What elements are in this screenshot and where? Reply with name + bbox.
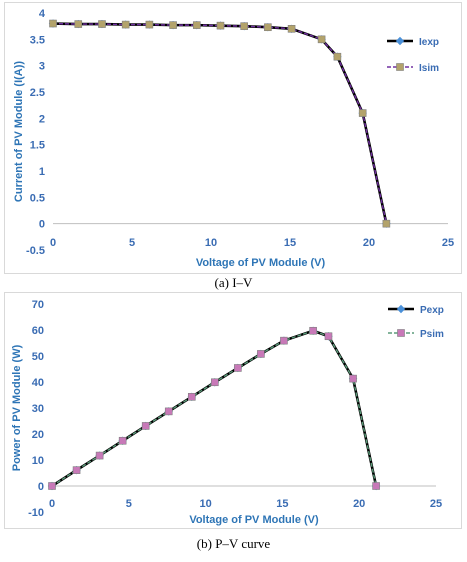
- pv-psim-point: [187, 393, 196, 401]
- pv-chart: -10 0 10 20 30 40 50 60 70 0 5 10 15 20 25 Voltage of P…: [11, 299, 444, 526]
- iv-isim-point: [145, 20, 154, 29]
- pv-psim-point: [349, 374, 357, 383]
- pv-psim-point: [234, 364, 242, 372]
- iv-isim-point: [169, 21, 177, 29]
- iv-isim-point: [192, 21, 201, 29]
- iv-legend-iexp-marker: [395, 36, 405, 46]
- iv-x-tick-label: 10: [205, 237, 217, 249]
- pv-x-tick-label: 15: [276, 498, 288, 510]
- iv-y-tick-label: 3: [39, 61, 45, 73]
- iv-chart-panel: -0.5 0 0.5 1 1.5 2 2.5 3 3.5 4 0 5 10 15 20 25 Voltage o…: [4, 2, 462, 274]
- pv-legend-pexp-marker: [396, 304, 406, 314]
- iv-legend-isim-marker: [396, 63, 404, 71]
- iv-isim-point: [264, 23, 272, 32]
- iv-isim-point: [74, 20, 83, 28]
- pv-y-tick-label: -10: [28, 507, 44, 519]
- iv-x-tick-label: 5: [129, 237, 135, 249]
- pv-psim-point: [95, 451, 104, 460]
- iv-y-tick-label: 0.5: [30, 192, 45, 204]
- pv-series-psim-markers: [48, 326, 380, 490]
- pv-y-tick-label: 10: [32, 455, 44, 467]
- iv-y-tick-label: 1: [39, 166, 45, 178]
- pv-y-tick-label: 50: [32, 351, 44, 363]
- pv-y-tick-label: 20: [32, 429, 44, 441]
- pv-x-tick-label: 25: [430, 498, 442, 510]
- pv-psim-point: [164, 407, 173, 416]
- iv-isim-point: [240, 22, 248, 30]
- pv-y-tick-label: 60: [32, 325, 44, 337]
- pv-psim-point: [324, 332, 333, 341]
- iv-x-tick-label: 0: [50, 237, 56, 249]
- iv-isim-point: [49, 19, 57, 28]
- pv-x-axis-title: Voltage of PV Module (V): [189, 514, 319, 526]
- pv-legend-psim-label: Psim: [420, 329, 444, 340]
- pv-chart-panel: -10 0 10 20 30 40 50 60 70 0 5 10 15 20 25 Voltage of P…: [4, 292, 462, 529]
- iv-chart-caption: (a) I–V: [214, 275, 253, 290]
- pv-series-pexp-markers: [47, 326, 381, 491]
- pv-x-tick-label: 10: [199, 498, 211, 510]
- iv-isim-point: [317, 35, 326, 44]
- iv-x-axis-title: Voltage of PV Module (V): [196, 257, 326, 269]
- iv-y-tick-label: -0.5: [26, 245, 45, 257]
- iv-y-tick-label: 3.5: [30, 34, 45, 46]
- iv-y-tick-label: 2: [39, 113, 45, 125]
- iv-series-iexp-markers: [48, 19, 391, 228]
- iv-legend-isim-label: Isim: [419, 63, 439, 74]
- pv-chart-caption: (b) P–V curve: [196, 536, 271, 551]
- iv-y-axis-title: Current of PV Module (I(A)): [13, 61, 25, 202]
- iv-y-tick-label: 1.5: [30, 140, 45, 152]
- pv-y-axis-title: Power of PV Module (W): [11, 344, 23, 471]
- pv-series-pexp-line: [51, 329, 378, 488]
- pv-psim-point: [372, 482, 380, 490]
- pv-y-tick-label: 0: [38, 481, 44, 493]
- pv-series-psim-line: [51, 330, 377, 487]
- pv-y-tick-label: 30: [32, 403, 44, 415]
- iv-x-tick-label: 20: [363, 237, 375, 249]
- pv-psim-point: [48, 482, 56, 490]
- pv-x-tick-label: 5: [126, 498, 132, 510]
- pv-psim-point: [280, 336, 288, 345]
- iv-y-tick-label: 0: [39, 219, 45, 231]
- pv-x-tick-label: 20: [353, 498, 365, 510]
- iv-x-tick-label: 25: [442, 237, 454, 249]
- pv-psim-point: [118, 436, 127, 445]
- pv-y-tick-label: 40: [32, 377, 44, 389]
- pv-psim-point: [72, 466, 81, 474]
- pv-psim-point: [211, 378, 219, 387]
- iv-y-tick-label: 4: [39, 8, 46, 20]
- pv-legend-pexp-label: Pexp: [420, 305, 444, 316]
- iv-chart: -0.5 0 0.5 1 1.5 2 2.5 3 3.5 4 0 5 10 15 20 25 Voltage o…: [13, 8, 454, 269]
- iv-isim-point: [382, 219, 391, 228]
- iv-isim-point: [121, 20, 130, 29]
- pv-x-tick-label: 0: [49, 498, 55, 510]
- iv-isim-point: [98, 20, 106, 28]
- pv-psim-point: [257, 350, 265, 358]
- iv-isim-point: [216, 21, 225, 30]
- pv-psim-point: [141, 422, 150, 430]
- iv-series-isim-markers: [49, 19, 391, 228]
- iv-legend-iexp-label: Iexp: [419, 37, 439, 48]
- iv-isim-point: [287, 24, 296, 33]
- iv-y-tick-label: 2.5: [30, 87, 45, 99]
- iv-series-isim-line: [52, 22, 388, 224]
- pv-legend-psim-marker: [397, 329, 405, 337]
- iv-isim-point: [358, 109, 367, 117]
- iv-isim-point: [333, 52, 342, 61]
- pv-psim-point: [309, 326, 317, 335]
- iv-x-tick-label: 15: [284, 237, 296, 249]
- pv-y-tick-label: 70: [32, 299, 44, 311]
